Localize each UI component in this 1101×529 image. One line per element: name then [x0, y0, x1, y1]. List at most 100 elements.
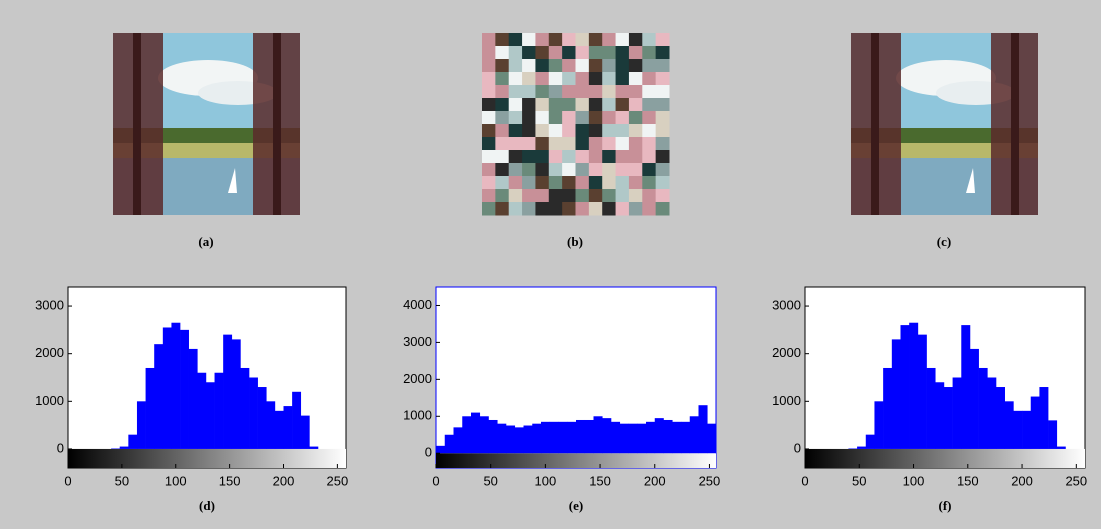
- bar: [180, 329, 189, 449]
- tile: [655, 137, 670, 151]
- tile: [548, 46, 563, 60]
- bar: [576, 419, 586, 454]
- tile: [642, 176, 657, 190]
- y-tick-label: 3000: [403, 334, 432, 349]
- tile: [508, 163, 523, 177]
- tile: [522, 189, 536, 203]
- y-tick-label: 2000: [403, 371, 432, 386]
- tile: [628, 176, 643, 190]
- bar: [865, 434, 875, 449]
- tile: [642, 163, 657, 177]
- x-tick-label: 50: [483, 473, 497, 488]
- tile: [482, 59, 496, 73]
- tile: [602, 111, 617, 125]
- tile: [575, 189, 590, 203]
- y-tick-label: 4000: [403, 297, 432, 312]
- tile: [562, 137, 576, 151]
- bar: [1013, 410, 1023, 449]
- tile: [548, 189, 563, 203]
- bar: [266, 401, 276, 449]
- tile: [642, 46, 657, 60]
- tile: [482, 85, 496, 99]
- bar: [471, 412, 481, 454]
- tile: [602, 98, 617, 112]
- tile: [535, 202, 550, 216]
- tile: [628, 72, 643, 86]
- tile: [482, 124, 496, 138]
- tile: [628, 111, 643, 125]
- tile: [642, 72, 657, 86]
- x-tick-label: 100: [903, 473, 925, 488]
- tile: [495, 111, 510, 125]
- bar: [943, 387, 953, 449]
- tile: [642, 59, 657, 73]
- tile: [562, 72, 576, 86]
- bar: [961, 325, 971, 449]
- y-tick-label: 0: [57, 440, 64, 455]
- tile: [615, 189, 630, 203]
- bar: [935, 382, 945, 449]
- tile: [642, 85, 657, 99]
- tile: [562, 111, 576, 125]
- bar: [917, 334, 927, 449]
- colorbar: [436, 453, 716, 468]
- tile: [655, 98, 670, 112]
- bar: [637, 423, 647, 454]
- tile: [588, 72, 603, 86]
- tile: [628, 98, 643, 112]
- bar: [681, 421, 691, 454]
- bar: [214, 372, 224, 449]
- tile: [522, 98, 536, 112]
- tile: [548, 163, 563, 177]
- x-tick-label: 50: [852, 473, 866, 488]
- tile: [482, 33, 496, 47]
- colorbar: [68, 448, 346, 468]
- tile: [628, 124, 643, 138]
- tile: [562, 163, 576, 177]
- tile: [562, 46, 576, 60]
- tile: [508, 111, 523, 125]
- bar: [497, 423, 507, 454]
- bar: [567, 421, 577, 454]
- bar: [672, 421, 682, 454]
- tile: [575, 111, 590, 125]
- tile: [548, 150, 563, 164]
- tile: [602, 33, 617, 47]
- tile: [522, 163, 536, 177]
- tile: [482, 163, 496, 177]
- image-c: [851, 33, 1038, 215]
- tile: [535, 163, 550, 177]
- x-tick-label: 200: [1011, 473, 1033, 488]
- bar: [558, 421, 568, 454]
- tile: [588, 163, 603, 177]
- y-tick-label: 3000: [772, 297, 801, 312]
- tile: [655, 176, 670, 190]
- tile: [588, 202, 603, 216]
- tile: [575, 202, 590, 216]
- bar: [926, 367, 936, 449]
- tile: [642, 111, 657, 125]
- tile: [588, 150, 603, 164]
- bar: [292, 391, 302, 449]
- tile: [615, 163, 630, 177]
- tile: [642, 202, 657, 216]
- tile: [495, 137, 510, 151]
- bar: [883, 367, 893, 449]
- tile: [642, 150, 657, 164]
- tile: [548, 124, 563, 138]
- tile: [495, 202, 510, 216]
- bar: [462, 416, 472, 454]
- bar: [549, 421, 559, 454]
- tile: [575, 150, 590, 164]
- tile: [655, 85, 670, 99]
- bar: [197, 372, 207, 449]
- colorbar: [805, 448, 1085, 468]
- tile: [615, 124, 630, 138]
- y-tick-label: 2000: [772, 345, 801, 360]
- tile: [522, 202, 536, 216]
- tile: [535, 150, 550, 164]
- tile: [575, 163, 590, 177]
- x-tick-label: 100: [535, 473, 557, 488]
- tile: [535, 137, 550, 151]
- bar: [506, 425, 516, 454]
